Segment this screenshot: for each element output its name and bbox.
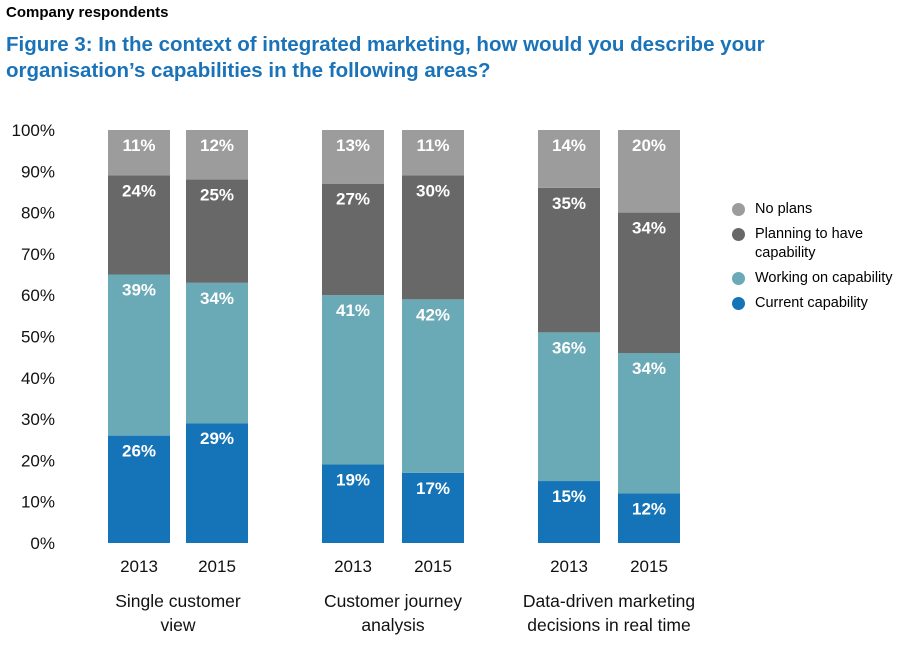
x-group-label: analysis (361, 615, 424, 635)
bar-segment-current (108, 435, 170, 543)
data-label: 30% (416, 181, 450, 200)
data-label: 15% (552, 487, 586, 506)
y-tick-label: 50% (21, 328, 55, 347)
data-label: 12% (632, 499, 666, 518)
data-label: 34% (632, 219, 666, 238)
bar-segment-working (322, 295, 384, 465)
bar-segment-planning (108, 175, 170, 275)
y-tick-label: 80% (21, 204, 55, 223)
y-tick-label: 60% (21, 286, 55, 305)
legend-swatch (732, 203, 745, 216)
bar-segment-no_plans (402, 130, 464, 176)
legend-swatch (732, 228, 745, 241)
x-category-label: 2013 (120, 557, 158, 576)
x-group-label: view (160, 615, 195, 635)
x-category-label: 2015 (414, 557, 452, 576)
y-tick-label: 30% (21, 410, 55, 429)
data-label: 27% (336, 190, 370, 209)
bar-segment-planning (618, 212, 680, 354)
x-group-label: decisions in real time (527, 615, 690, 635)
x-category-label: 2013 (334, 557, 372, 576)
chart-title: Figure 3: In the context of integrated m… (6, 33, 765, 82)
legend-item-working: Working on capability (732, 269, 907, 288)
bar-segment-working (186, 282, 248, 424)
legend-label: No plans (755, 201, 813, 217)
data-label: 24% (122, 181, 156, 200)
data-label: 12% (200, 136, 234, 155)
x-category-label: 2015 (630, 557, 668, 576)
x-category-label: 2013 (550, 557, 588, 576)
legend-item-no_plans: No plans (732, 200, 907, 219)
bar-segment-current (618, 493, 680, 543)
x-category-label: 2015 (198, 557, 236, 576)
bar-segment-working (108, 274, 170, 436)
bar-segment-current (322, 464, 384, 543)
data-label: 36% (552, 338, 586, 357)
data-label: 11% (416, 136, 449, 155)
data-label: 14% (552, 136, 586, 155)
chart-eyebrow: Company respondents (6, 4, 169, 21)
data-label: 17% (416, 479, 450, 498)
data-label: 13% (336, 136, 370, 155)
data-label: 19% (336, 471, 370, 490)
bar-segment-planning (322, 183, 384, 296)
data-label: 20% (632, 136, 666, 155)
bar-segment-working (618, 353, 680, 494)
data-label: 25% (200, 186, 234, 205)
y-tick-label: 90% (21, 162, 55, 181)
bar-segment-planning (538, 187, 600, 333)
data-label: 41% (336, 301, 370, 320)
x-group-label: Single customer (115, 591, 241, 611)
legend-item-current: Current capability (732, 294, 907, 313)
bar-segment-no_plans (538, 130, 600, 188)
y-tick-label: 20% (21, 451, 55, 470)
data-label: 39% (122, 281, 156, 300)
data-label: 35% (552, 194, 586, 213)
bar-segment-current (402, 472, 464, 543)
legend-label: Working on capability (755, 270, 893, 286)
y-tick-label: 40% (21, 369, 55, 388)
x-group-label: Customer journey (324, 591, 462, 611)
bar-segment-no_plans (618, 130, 680, 213)
legend-swatch (732, 272, 745, 285)
data-label: 29% (200, 429, 234, 448)
y-tick-label: 0% (30, 534, 55, 553)
data-label: 42% (416, 305, 450, 324)
y-tick-label: 100% (12, 121, 55, 140)
bar-segment-working (538, 332, 600, 482)
legend-swatch (732, 297, 745, 310)
data-label: 26% (122, 442, 156, 461)
bar-segment-no_plans (186, 130, 248, 180)
bar-segment-no_plans (108, 130, 170, 176)
data-label: 34% (200, 289, 234, 308)
bar-segment-current (186, 423, 248, 543)
x-group-label: Data-driven marketing (523, 591, 695, 611)
legend-item-planning: Planning to have capability (732, 225, 907, 263)
bar-segment-current (538, 481, 600, 543)
legend-label: Current capability (755, 295, 868, 311)
data-label: 34% (632, 359, 666, 378)
bar-segment-no_plans (322, 130, 384, 184)
chart-legend: No plans Planning to have capability Workin… (732, 200, 907, 319)
y-tick-label: 70% (21, 245, 55, 264)
legend-label: Planning to have capability (755, 226, 864, 261)
bar-segment-working (402, 299, 464, 473)
bar-segment-planning (402, 175, 464, 300)
bar-segment-planning (186, 179, 248, 283)
y-tick-label: 10% (21, 493, 55, 512)
data-label: 11% (122, 136, 155, 155)
